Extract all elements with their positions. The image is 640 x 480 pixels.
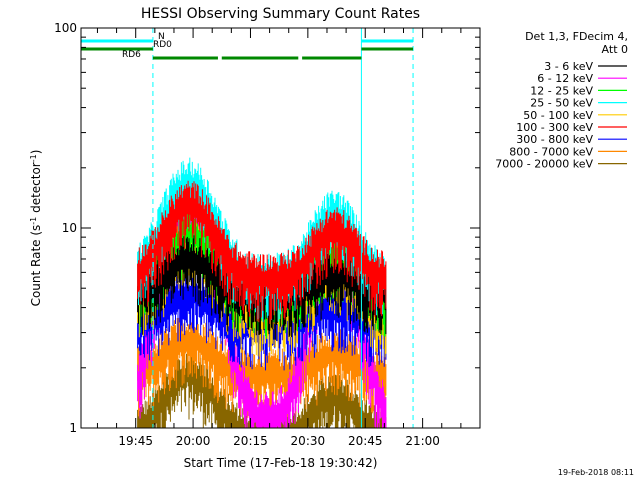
x-axis-label: Start Time (17-Feb-18 19:30:42) bbox=[184, 456, 378, 470]
x-tick-label: 19:45 bbox=[118, 434, 153, 448]
y-axis-label: Count Rate (s-1 detector-1) bbox=[29, 150, 44, 307]
generated-timestamp: 19-Feb-2018 08:11 bbox=[557, 468, 634, 477]
legend-item-label: 3 - 6 keV bbox=[544, 60, 593, 73]
flag-label-rd0: RD0 bbox=[153, 40, 172, 50]
series-trace bbox=[137, 180, 387, 324]
legend-item-label: 800 - 7000 keV bbox=[509, 145, 593, 158]
legend-header: Det 1,3, FDecim 4, bbox=[525, 30, 628, 43]
x-tick-label: 20:15 bbox=[233, 434, 268, 448]
legend-item-label: 300 - 800 keV bbox=[516, 133, 593, 146]
flag-label-n: N bbox=[158, 32, 165, 42]
x-tick-label: 20:00 bbox=[176, 434, 211, 448]
legend-item-label: 7000 - 20000 keV bbox=[495, 158, 593, 171]
legend-item-label: 50 - 100 keV bbox=[523, 109, 593, 122]
series-trace-100-300keV bbox=[137, 180, 387, 324]
legend-header: Att 0 bbox=[602, 43, 628, 56]
y-tick-label: 1 bbox=[69, 421, 77, 435]
flag-label-rd6: RD6 bbox=[122, 50, 141, 60]
x-tick-label: 20:30 bbox=[291, 434, 326, 448]
legend-item-label: 100 - 300 keV bbox=[516, 121, 593, 134]
y-tick-label: 10 bbox=[62, 221, 77, 235]
legend-item-label: 25 - 50 keV bbox=[530, 97, 593, 110]
legend-item-label: 12 - 25 keV bbox=[530, 84, 593, 97]
chart-title: HESSI Observing Summary Count Rates bbox=[141, 6, 420, 22]
x-tick-label: 21:00 bbox=[405, 434, 440, 448]
legend-item-label: 6 - 12 keV bbox=[537, 72, 593, 85]
x-tick-label: 20:45 bbox=[348, 434, 383, 448]
y-tick-label: 100 bbox=[54, 21, 77, 35]
